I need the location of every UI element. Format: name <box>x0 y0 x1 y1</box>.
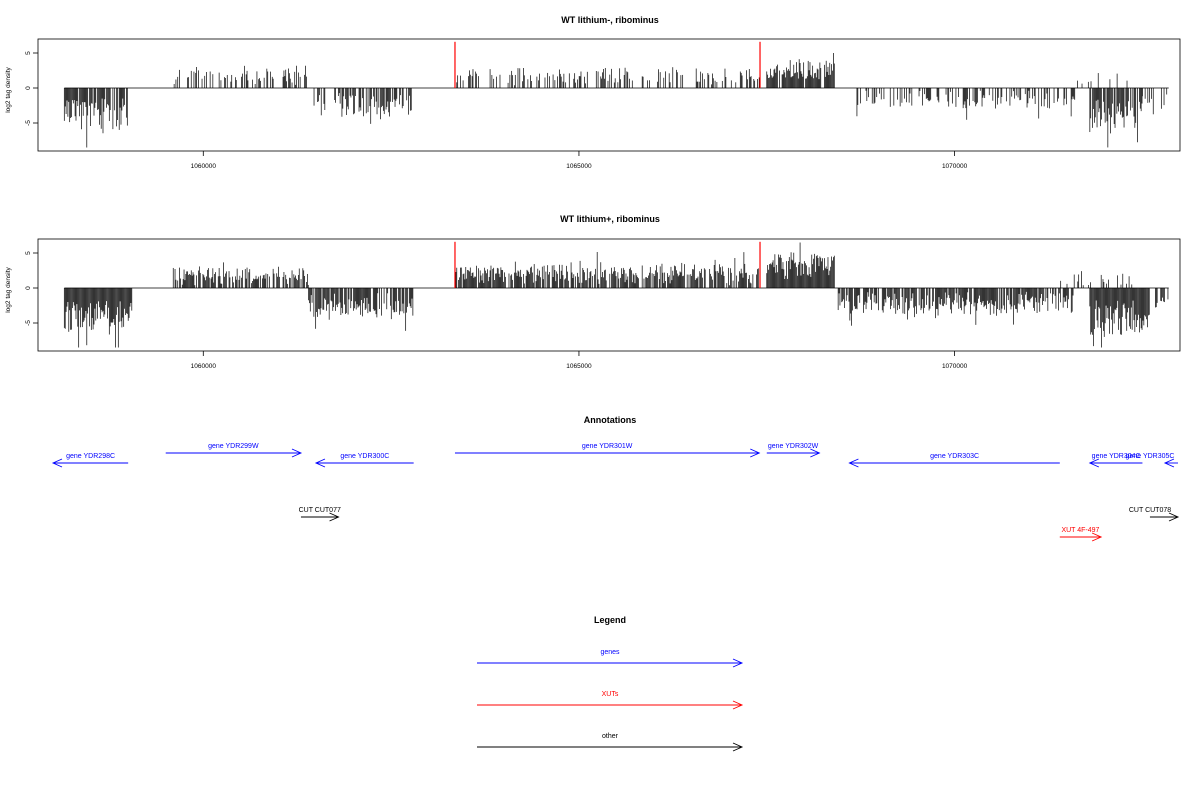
highlight-lines <box>454 41 761 88</box>
legend: Legend genes XUTs other <box>477 615 744 752</box>
x-tick-label: 1070000 <box>942 163 968 170</box>
annotation-feature: gene YDR304C <box>1088 453 1143 468</box>
y-axis-label: log2 tag density <box>5 66 12 112</box>
x-tick-label: 1060000 <box>191 163 217 170</box>
feature-label: CUT CUT077 <box>299 507 341 514</box>
annotation-feature: gene YDR303C <box>848 453 1060 468</box>
feature-arrowhead <box>329 512 340 522</box>
legend-item: other <box>477 733 744 752</box>
axis-ticks: 1060000 1065000 1070000 -5 0 5 <box>25 251 968 370</box>
feature-label: CUT CUT078 <box>1129 507 1171 514</box>
x-tick-label: 1070000 <box>942 363 968 370</box>
feature-label: gene YDR302W <box>768 443 819 450</box>
panel-title: WT lithium-, ribominus <box>561 15 659 25</box>
legend-label: other <box>602 733 619 740</box>
annotation-feature: gene YDR298C <box>51 453 129 468</box>
x-tick-label: 1065000 <box>566 363 592 370</box>
feature-label: gene YDR304C <box>1092 453 1141 460</box>
track-panel-lithium-plus: WT lithium+, ribominus log2 tag density … <box>5 214 1181 370</box>
feature-label: gene YDR298C <box>66 453 115 460</box>
legend-title: Legend <box>594 615 626 625</box>
density-bars <box>63 52 1168 148</box>
plot-frame <box>37 38 1181 152</box>
feature-arrowhead <box>1088 458 1100 468</box>
annotation-feature: gene YDR300C <box>314 453 414 468</box>
feature-arrowhead <box>291 448 303 458</box>
feature-arrowhead <box>314 458 326 468</box>
highlight-lines <box>454 241 761 288</box>
annotation-feature: gene YDR299W <box>165 443 303 458</box>
legend-arrowhead <box>732 742 744 752</box>
y-tick-label: -5 <box>25 320 32 326</box>
x-tick-label: 1060000 <box>191 363 217 370</box>
plot-frame <box>37 238 1181 352</box>
legend-arrowhead <box>732 658 744 668</box>
y-tick-label: 0 <box>25 286 32 290</box>
y-tick-label: 0 <box>25 86 32 90</box>
feature-label: XUT 4F-497 <box>1061 527 1099 534</box>
feature-arrowhead <box>51 458 63 468</box>
feature-arrowhead <box>750 448 761 458</box>
axis-ticks: 1060000 1065000 1070000 -5 0 5 <box>25 51 968 170</box>
legend-label: XUTs <box>602 691 619 698</box>
annotation-feature: CUT CUT078 <box>1129 507 1180 522</box>
density-bars <box>63 242 1169 348</box>
annotation-features: gene YDR298C gene YDR299W gene YDR300C gene… <box>51 443 1180 542</box>
y-tick-label: -5 <box>25 120 32 126</box>
track-panel-lithium-minus: WT lithium-, ribominus log2 tag density … <box>5 15 1181 170</box>
annotation-feature: gene YDR301W <box>454 443 761 458</box>
annotation-feature: CUT CUT077 <box>299 507 341 522</box>
legend-items: genes XUTs other <box>477 649 744 752</box>
annotations-title: Annotations <box>584 415 637 425</box>
legend-arrowhead <box>732 700 744 710</box>
annotation-feature: XUT 4F-497 <box>1059 527 1103 542</box>
annotation-feature: gene YDR302W <box>766 443 821 458</box>
y-tick-label: 5 <box>25 51 32 55</box>
feature-label: gene YDR305C <box>1126 453 1175 460</box>
legend-item: XUTs <box>477 691 744 710</box>
feature-arrowhead <box>1168 512 1180 522</box>
annotation-feature: gene YDR305C <box>1126 453 1178 468</box>
feature-label: gene YDR301W <box>582 443 633 450</box>
feature-label: gene YDR303C <box>930 453 979 460</box>
legend-label: genes <box>600 649 620 656</box>
feature-arrowhead <box>1163 458 1175 468</box>
feature-arrowhead <box>810 448 821 458</box>
panel-title: WT lithium+, ribominus <box>560 214 660 224</box>
feature-label: gene YDR300C <box>340 453 389 460</box>
feature-label: gene YDR299W <box>208 443 259 450</box>
feature-arrowhead <box>1091 532 1103 542</box>
y-tick-label: 5 <box>25 251 32 255</box>
y-axis-label: log2 tag density <box>5 266 12 312</box>
feature-arrowhead <box>848 458 859 468</box>
x-tick-label: 1065000 <box>566 163 592 170</box>
legend-item: genes <box>477 649 744 668</box>
